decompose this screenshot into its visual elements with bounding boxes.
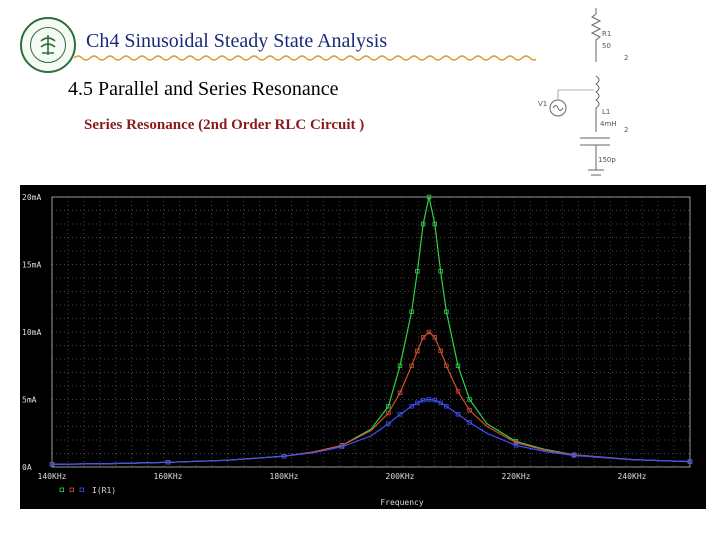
- node-label: 2: [624, 54, 628, 62]
- series-point: [455, 363, 461, 368]
- series-point: [415, 348, 420, 354]
- series-point: [438, 348, 443, 354]
- x-tick-label: 180KHz: [270, 472, 299, 481]
- rlc-circuit-schematic: R1 50 2 V1 L1 4mH 2 150p: [538, 8, 628, 176]
- resistor-symbol: [590, 8, 602, 62]
- y-tick-label: 0A: [22, 463, 32, 472]
- series-point: [432, 221, 437, 227]
- logo-inner-ring: [30, 27, 66, 63]
- series-point: [513, 443, 519, 448]
- series-point: [165, 460, 171, 465]
- x-axis-label: Frequency: [380, 498, 424, 507]
- x-tick-label: 140KHz: [38, 472, 67, 481]
- logo-emblem-icon: [40, 35, 56, 55]
- r1-value: 50: [602, 42, 611, 50]
- x-tick-label: 240KHz: [618, 472, 647, 481]
- legend-label: I(R1): [92, 486, 116, 495]
- y-tick-label: 15mA: [22, 261, 41, 270]
- series-point: [438, 400, 443, 406]
- series-point: [467, 408, 472, 413]
- node-label-2: 2: [624, 126, 628, 134]
- title-wave-underline: [74, 55, 536, 61]
- y-tick-label: 20mA: [22, 193, 41, 202]
- series-point: [420, 335, 426, 340]
- series-point: [426, 397, 432, 402]
- x-tick-label: 160KHz: [154, 472, 183, 481]
- legend-marker: [69, 487, 74, 492]
- series-point: [455, 412, 461, 417]
- series-point: [571, 453, 577, 458]
- series-point: [397, 363, 403, 368]
- series-point: [455, 389, 461, 394]
- series-point: [438, 269, 443, 274]
- series-point: [444, 309, 449, 314]
- page-title: Ch4 Sinusoidal Steady State Analysis: [86, 30, 388, 52]
- series-line: [51, 398, 691, 465]
- series-point: [426, 329, 432, 335]
- v1-name: V1: [538, 100, 547, 108]
- y-tick-label: 5mA: [22, 396, 37, 405]
- x-tick-label: 200KHz: [386, 472, 415, 481]
- x-tick-labels: 140KHz 160KHz 180KHz 200KHz 220KHz 240KHz: [38, 472, 647, 481]
- series-point: [386, 421, 391, 426]
- r1-name: R1: [602, 30, 611, 38]
- l1-value: 4mH: [600, 120, 617, 128]
- series-point: [49, 462, 55, 467]
- series-point: [444, 363, 449, 368]
- series-point: [397, 412, 403, 417]
- section-heading: 4.5 Parallel and Series Resonance: [68, 78, 339, 100]
- series-point: [432, 335, 437, 340]
- capacitor-symbol: [580, 137, 610, 176]
- series-point: [513, 440, 519, 445]
- series-point: [409, 309, 414, 314]
- chart-legend: I(R1): [59, 486, 116, 495]
- series-point: [386, 410, 391, 416]
- subtitle: Series Resonance (2nd Order RLC Circuit …: [84, 117, 365, 133]
- series-point: [415, 269, 420, 274]
- series-point: [467, 420, 472, 425]
- plot-frame: [51, 196, 691, 468]
- series-point: [420, 397, 426, 403]
- series-point: [415, 400, 420, 406]
- series-point: [426, 194, 432, 200]
- l1-name: L1: [602, 108, 610, 116]
- c1-value: 150p: [598, 156, 616, 164]
- series-point: [467, 397, 472, 402]
- series-point: [339, 444, 345, 449]
- plot-series: [49, 194, 693, 467]
- inductor-symbol: [595, 75, 600, 132]
- plot-background: [20, 185, 706, 509]
- y-tick-labels: 0A 5mA 10mA 15mA 20mA: [22, 193, 41, 472]
- series-point: [444, 404, 449, 409]
- legend-marker: [79, 487, 84, 492]
- x-tick-label: 220KHz: [502, 472, 531, 481]
- series-point: [420, 221, 426, 227]
- legend-marker: [59, 487, 64, 492]
- university-logo: [20, 17, 76, 73]
- series-point: [409, 363, 414, 368]
- frequency-response-chart: 0A 5mA 10mA 15mA 20mA 140KHz 160KHz 180KHz 200K…: [20, 185, 706, 509]
- series-point: [386, 404, 391, 409]
- series-point: [409, 404, 414, 409]
- series-point: [687, 459, 693, 464]
- series-point: [281, 453, 287, 459]
- y-tick-label: 10mA: [22, 328, 41, 337]
- series-point: [432, 397, 437, 403]
- series-point: [397, 390, 403, 395]
